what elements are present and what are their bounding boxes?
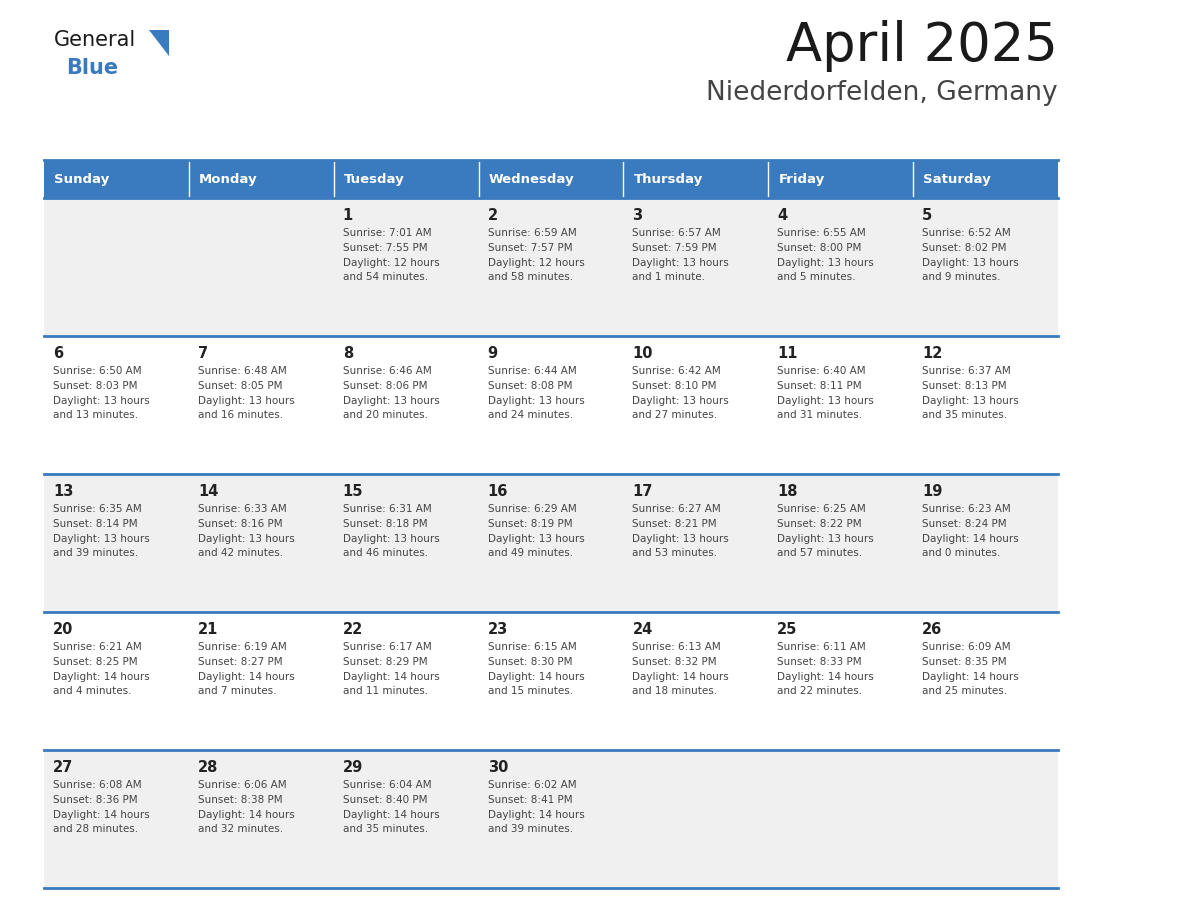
Text: April 2025: April 2025 — [786, 20, 1059, 72]
Bar — [479, 160, 624, 198]
Text: Sunrise: 7:01 AM
Sunset: 7:55 PM
Daylight: 12 hours
and 54 minutes.: Sunrise: 7:01 AM Sunset: 7:55 PM Dayligh… — [342, 228, 440, 283]
Text: 6: 6 — [53, 346, 63, 361]
Text: Sunday: Sunday — [53, 173, 109, 185]
Bar — [334, 160, 479, 198]
Text: 5: 5 — [922, 208, 933, 223]
Text: 2: 2 — [487, 208, 498, 223]
Text: Sunrise: 6:50 AM
Sunset: 8:03 PM
Daylight: 13 hours
and 13 minutes.: Sunrise: 6:50 AM Sunset: 8:03 PM Dayligh… — [53, 366, 150, 420]
Bar — [44, 612, 1059, 750]
Text: Sunrise: 6:09 AM
Sunset: 8:35 PM
Daylight: 14 hours
and 25 minutes.: Sunrise: 6:09 AM Sunset: 8:35 PM Dayligh… — [922, 642, 1019, 697]
Text: 14: 14 — [198, 484, 219, 499]
Text: Thursday: Thursday — [633, 173, 702, 185]
Text: Sunrise: 6:35 AM
Sunset: 8:14 PM
Daylight: 13 hours
and 39 minutes.: Sunrise: 6:35 AM Sunset: 8:14 PM Dayligh… — [53, 504, 150, 558]
Text: Sunrise: 6:23 AM
Sunset: 8:24 PM
Daylight: 14 hours
and 0 minutes.: Sunrise: 6:23 AM Sunset: 8:24 PM Dayligh… — [922, 504, 1019, 558]
Text: 17: 17 — [632, 484, 652, 499]
Text: Sunrise: 6:59 AM
Sunset: 7:57 PM
Daylight: 12 hours
and 58 minutes.: Sunrise: 6:59 AM Sunset: 7:57 PM Dayligh… — [487, 228, 584, 283]
Text: Sunrise: 6:40 AM
Sunset: 8:11 PM
Daylight: 13 hours
and 31 minutes.: Sunrise: 6:40 AM Sunset: 8:11 PM Dayligh… — [777, 366, 874, 420]
Text: Sunrise: 6:25 AM
Sunset: 8:22 PM
Daylight: 13 hours
and 57 minutes.: Sunrise: 6:25 AM Sunset: 8:22 PM Dayligh… — [777, 504, 874, 558]
Text: Sunrise: 6:27 AM
Sunset: 8:21 PM
Daylight: 13 hours
and 53 minutes.: Sunrise: 6:27 AM Sunset: 8:21 PM Dayligh… — [632, 504, 729, 558]
Text: Sunrise: 6:37 AM
Sunset: 8:13 PM
Daylight: 13 hours
and 35 minutes.: Sunrise: 6:37 AM Sunset: 8:13 PM Dayligh… — [922, 366, 1019, 420]
Text: Sunrise: 6:13 AM
Sunset: 8:32 PM
Daylight: 14 hours
and 18 minutes.: Sunrise: 6:13 AM Sunset: 8:32 PM Dayligh… — [632, 642, 729, 697]
Text: Sunrise: 6:48 AM
Sunset: 8:05 PM
Daylight: 13 hours
and 16 minutes.: Sunrise: 6:48 AM Sunset: 8:05 PM Dayligh… — [198, 366, 295, 420]
Text: 20: 20 — [53, 622, 74, 637]
Text: 11: 11 — [777, 346, 798, 361]
Text: Sunrise: 6:06 AM
Sunset: 8:38 PM
Daylight: 14 hours
and 32 minutes.: Sunrise: 6:06 AM Sunset: 8:38 PM Dayligh… — [198, 780, 295, 834]
Text: Sunrise: 6:11 AM
Sunset: 8:33 PM
Daylight: 14 hours
and 22 minutes.: Sunrise: 6:11 AM Sunset: 8:33 PM Dayligh… — [777, 642, 874, 697]
Text: Sunrise: 6:57 AM
Sunset: 7:59 PM
Daylight: 13 hours
and 1 minute.: Sunrise: 6:57 AM Sunset: 7:59 PM Dayligh… — [632, 228, 729, 283]
Text: Sunrise: 6:21 AM
Sunset: 8:25 PM
Daylight: 14 hours
and 4 minutes.: Sunrise: 6:21 AM Sunset: 8:25 PM Dayligh… — [53, 642, 150, 697]
Text: 4: 4 — [777, 208, 788, 223]
Text: Monday: Monday — [198, 173, 258, 185]
Text: Sunrise: 6:55 AM
Sunset: 8:00 PM
Daylight: 13 hours
and 5 minutes.: Sunrise: 6:55 AM Sunset: 8:00 PM Dayligh… — [777, 228, 874, 283]
Polygon shape — [148, 30, 169, 56]
Bar — [44, 198, 1059, 336]
Text: 1: 1 — [342, 208, 353, 223]
Text: Sunrise: 6:29 AM
Sunset: 8:19 PM
Daylight: 13 hours
and 49 minutes.: Sunrise: 6:29 AM Sunset: 8:19 PM Dayligh… — [487, 504, 584, 558]
Text: Wednesday: Wednesday — [488, 173, 574, 185]
Text: 27: 27 — [53, 760, 74, 775]
Text: 23: 23 — [487, 622, 507, 637]
Text: Saturday: Saturday — [923, 173, 991, 185]
Text: Tuesday: Tuesday — [343, 173, 404, 185]
Text: Sunrise: 6:19 AM
Sunset: 8:27 PM
Daylight: 14 hours
and 7 minutes.: Sunrise: 6:19 AM Sunset: 8:27 PM Dayligh… — [198, 642, 295, 697]
Text: 16: 16 — [487, 484, 508, 499]
Text: 15: 15 — [342, 484, 364, 499]
Text: 12: 12 — [922, 346, 942, 361]
Text: 28: 28 — [198, 760, 219, 775]
Text: 21: 21 — [198, 622, 219, 637]
Text: 10: 10 — [632, 346, 653, 361]
Text: 3: 3 — [632, 208, 643, 223]
Text: 26: 26 — [922, 622, 942, 637]
Text: Sunrise: 6:17 AM
Sunset: 8:29 PM
Daylight: 14 hours
and 11 minutes.: Sunrise: 6:17 AM Sunset: 8:29 PM Dayligh… — [342, 642, 440, 697]
Text: 25: 25 — [777, 622, 797, 637]
Text: Sunrise: 6:33 AM
Sunset: 8:16 PM
Daylight: 13 hours
and 42 minutes.: Sunrise: 6:33 AM Sunset: 8:16 PM Dayligh… — [198, 504, 295, 558]
Bar — [189, 160, 334, 198]
Bar — [769, 160, 914, 198]
Text: Sunrise: 6:15 AM
Sunset: 8:30 PM
Daylight: 14 hours
and 15 minutes.: Sunrise: 6:15 AM Sunset: 8:30 PM Dayligh… — [487, 642, 584, 697]
Bar — [44, 160, 189, 198]
Text: Sunrise: 6:08 AM
Sunset: 8:36 PM
Daylight: 14 hours
and 28 minutes.: Sunrise: 6:08 AM Sunset: 8:36 PM Dayligh… — [53, 780, 150, 834]
Text: 30: 30 — [487, 760, 508, 775]
Text: 24: 24 — [632, 622, 652, 637]
Text: 22: 22 — [342, 622, 364, 637]
Bar — [44, 750, 1059, 888]
Text: Friday: Friday — [778, 173, 824, 185]
Text: 13: 13 — [53, 484, 74, 499]
Text: 29: 29 — [342, 760, 364, 775]
Bar — [914, 160, 1059, 198]
Text: Blue: Blue — [67, 58, 118, 78]
Bar — [624, 160, 769, 198]
Bar — [44, 474, 1059, 612]
Text: 18: 18 — [777, 484, 798, 499]
Text: Sunrise: 6:04 AM
Sunset: 8:40 PM
Daylight: 14 hours
and 35 minutes.: Sunrise: 6:04 AM Sunset: 8:40 PM Dayligh… — [342, 780, 440, 834]
Text: 19: 19 — [922, 484, 942, 499]
Text: Sunrise: 6:44 AM
Sunset: 8:08 PM
Daylight: 13 hours
and 24 minutes.: Sunrise: 6:44 AM Sunset: 8:08 PM Dayligh… — [487, 366, 584, 420]
Bar — [44, 336, 1059, 474]
Text: Sunrise: 6:31 AM
Sunset: 8:18 PM
Daylight: 13 hours
and 46 minutes.: Sunrise: 6:31 AM Sunset: 8:18 PM Dayligh… — [342, 504, 440, 558]
Text: Sunrise: 6:42 AM
Sunset: 8:10 PM
Daylight: 13 hours
and 27 minutes.: Sunrise: 6:42 AM Sunset: 8:10 PM Dayligh… — [632, 366, 729, 420]
Text: 7: 7 — [198, 346, 208, 361]
Text: Niederdorfelden, Germany: Niederdorfelden, Germany — [707, 80, 1059, 106]
Text: Sunrise: 6:02 AM
Sunset: 8:41 PM
Daylight: 14 hours
and 39 minutes.: Sunrise: 6:02 AM Sunset: 8:41 PM Dayligh… — [487, 780, 584, 834]
Text: 9: 9 — [487, 346, 498, 361]
Text: Sunrise: 6:46 AM
Sunset: 8:06 PM
Daylight: 13 hours
and 20 minutes.: Sunrise: 6:46 AM Sunset: 8:06 PM Dayligh… — [342, 366, 440, 420]
Text: Sunrise: 6:52 AM
Sunset: 8:02 PM
Daylight: 13 hours
and 9 minutes.: Sunrise: 6:52 AM Sunset: 8:02 PM Dayligh… — [922, 228, 1019, 283]
Text: 8: 8 — [342, 346, 353, 361]
Text: General: General — [53, 30, 137, 50]
